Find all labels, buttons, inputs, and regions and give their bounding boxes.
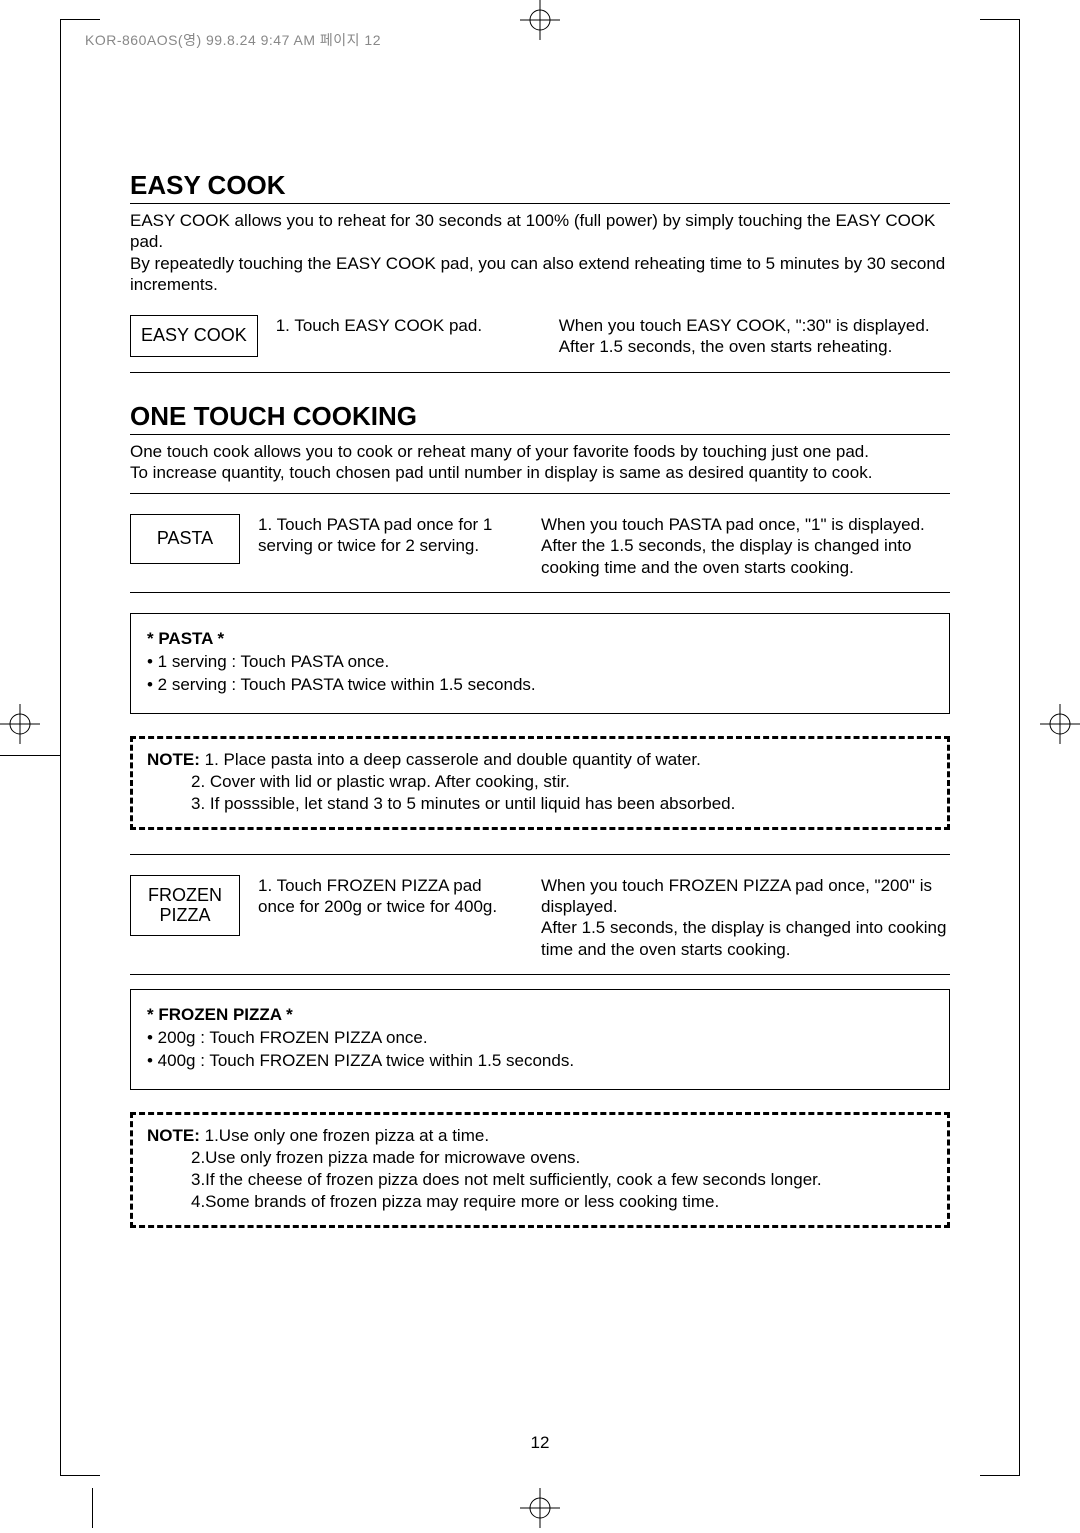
section-title-one-touch: ONE TOUCH COOKING [130, 401, 950, 432]
pasta-note-1: 1. Place pasta into a deep casserole and… [205, 750, 701, 769]
one-touch-intro2: To increase quantity, touch chosen pad u… [130, 462, 950, 483]
easy-cook-result-1: When you touch EASY COOK, ":30" is displ… [559, 315, 950, 336]
pizza-result-2: After 1.5 seconds, the display is change… [541, 917, 950, 960]
pizza-box-line-1: • 200g : Touch FROZEN PIZZA once. [147, 1027, 933, 1050]
pasta-pad: PASTA [130, 514, 240, 564]
registration-mark-left [0, 704, 40, 744]
pasta-note-2: 2. Cover with lid or plastic wrap. After… [147, 771, 933, 793]
pizza-pad-line1: FROZEN [141, 886, 229, 906]
registration-mark-right [1040, 704, 1080, 744]
pasta-result: When you touch PASTA pad once, "1" is di… [541, 514, 950, 578]
pizza-box-title: * FROZEN PIZZA * [147, 1004, 933, 1027]
easy-cook-result: When you touch EASY COOK, ":30" is displ… [559, 315, 950, 358]
one-touch-intro: One touch cook allows you to cook or reh… [130, 441, 950, 462]
divider [130, 372, 950, 373]
pizza-step-row: FROZEN PIZZA 1. Touch FROZEN PIZZA pad o… [130, 875, 950, 960]
pizza-note-4: 4.Some brands of frozen pizza may requir… [147, 1191, 933, 1213]
divider [130, 203, 950, 204]
pasta-note-box: NOTE: 1. Place pasta into a deep cassero… [130, 736, 950, 830]
frozen-pizza-pad: FROZEN PIZZA [130, 875, 240, 937]
divider [130, 854, 950, 855]
pizza-note-1: 1.Use only one frozen pizza at a time. [205, 1126, 489, 1145]
divider [130, 493, 950, 494]
pizza-box-line-2: • 400g : Touch FROZEN PIZZA twice within… [147, 1050, 933, 1073]
pasta-box-line-1: • 1 serving : Touch PASTA once. [147, 651, 933, 674]
bleed-mark [0, 755, 60, 756]
pizza-note-3: 3.If the cheese of frozen pizza does not… [147, 1169, 933, 1191]
easy-cook-intro2: By repeatedly touching the EASY COOK pad… [130, 253, 950, 296]
pasta-box-line-2: • 2 serving : Touch PASTA twice within 1… [147, 674, 933, 697]
document-meta-header: KOR-860AOS(영) 99.8.24 9:47 AM 페이지 12 [85, 30, 381, 50]
easy-cook-pad: EASY COOK [130, 315, 258, 357]
pasta-instruction: 1. Touch PASTA pad once for 1 serving or… [258, 514, 523, 557]
divider [130, 592, 950, 593]
easy-cook-step-row: EASY COOK 1. Touch EASY COOK pad. When y… [130, 315, 950, 358]
easy-cook-instruction: 1. Touch EASY COOK pad. [276, 315, 541, 336]
note-label: NOTE: [147, 750, 200, 769]
registration-mark-bottom [520, 1488, 560, 1528]
bleed-mark [92, 1488, 93, 1528]
pizza-note-box: NOTE: 1.Use only one frozen pizza at a t… [130, 1112, 950, 1228]
page-number: 12 [0, 1433, 1080, 1453]
pasta-box-title: * PASTA * [147, 628, 933, 651]
divider [130, 434, 950, 435]
pasta-result-1: When you touch PASTA pad once, "1" is di… [541, 514, 950, 535]
easy-cook-result-2: After 1.5 seconds, the oven starts rehea… [559, 336, 950, 357]
note-label: NOTE: [147, 1126, 200, 1145]
pasta-step-row: PASTA 1. Touch PASTA pad once for 1 serv… [130, 514, 950, 578]
page-content: EASY COOK EASY COOK allows you to reheat… [130, 170, 950, 1228]
pizza-result-1: When you touch FROZEN PIZZA pad once, "2… [541, 875, 950, 918]
divider [130, 974, 950, 975]
pasta-result-2: After the 1.5 seconds, the display is ch… [541, 535, 950, 578]
section-title-easy-cook: EASY COOK [130, 170, 950, 201]
pizza-pad-line2: PIZZA [141, 906, 229, 926]
pasta-note-3: 3. If posssible, let stand 3 to 5 minute… [147, 793, 933, 815]
pasta-info-box: * PASTA * • 1 serving : Touch PASTA once… [130, 613, 950, 714]
pizza-note-2: 2.Use only frozen pizza made for microwa… [147, 1147, 933, 1169]
pizza-result: When you touch FROZEN PIZZA pad once, "2… [541, 875, 950, 960]
pizza-info-box: * FROZEN PIZZA * • 200g : Touch FROZEN P… [130, 989, 950, 1090]
easy-cook-intro: EASY COOK allows you to reheat for 30 se… [130, 210, 950, 253]
pizza-instruction: 1. Touch FROZEN PIZZA pad once for 200g … [258, 875, 523, 918]
